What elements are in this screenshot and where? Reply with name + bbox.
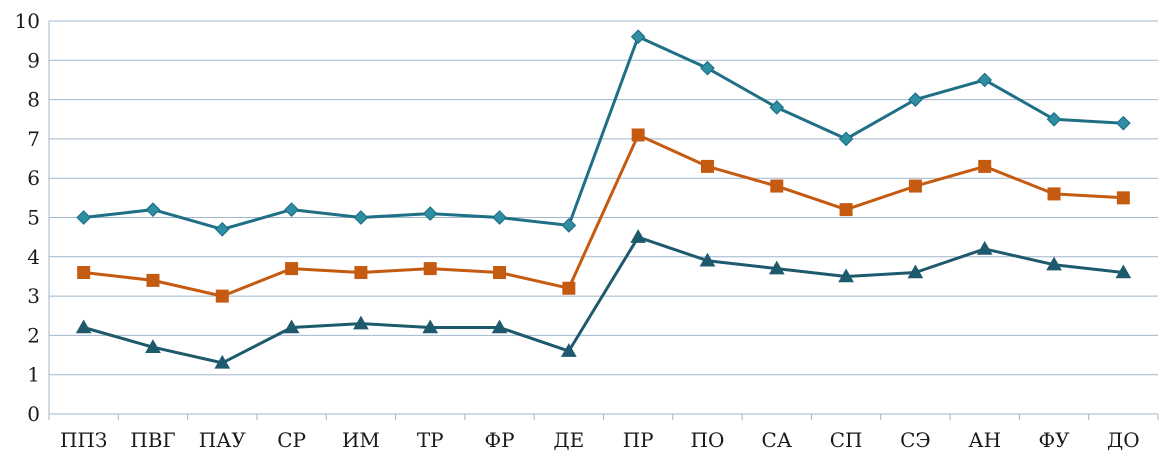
data-point-square [1116, 191, 1130, 205]
x-tick-label: ППЗ [60, 428, 107, 452]
series-triangle [75, 229, 1132, 369]
data-point-diamond [630, 29, 646, 45]
data-point-diamond [492, 210, 507, 225]
y-tick-label: 3 [27, 284, 40, 308]
data-point-triangle [283, 319, 300, 334]
x-tick-label: ПВГ [130, 428, 175, 452]
data-point-triangle [560, 343, 577, 357]
data-point-square [700, 159, 714, 173]
y-tick-label: 2 [27, 323, 40, 347]
data-point-triangle [491, 319, 508, 334]
data-point-triangle [976, 240, 993, 255]
data-point-diamond [1115, 115, 1131, 131]
axes [48, 21, 1159, 420]
data-point-triangle [145, 339, 161, 353]
y-tick-label: 9 [27, 48, 40, 72]
x-tick-label: ИМ [342, 428, 380, 452]
series-line [83, 235, 1124, 365]
x-tick-label: ФР [485, 428, 515, 452]
data-point-square [839, 203, 853, 217]
y-tick-label: 4 [27, 245, 40, 269]
x-tick-label: СП [830, 428, 863, 452]
series-diamond [76, 29, 1131, 237]
y-tick-label: 1 [27, 363, 40, 387]
data-point-triangle [214, 354, 231, 369]
x-tick-label: СЭ [900, 428, 931, 452]
data-point-diamond [700, 60, 715, 76]
data-point-square [562, 281, 576, 295]
series-square [77, 128, 1130, 303]
data-point-triangle [1046, 256, 1062, 271]
x-tick-label: ДЕ [553, 428, 584, 452]
y-tick-label: 6 [27, 166, 40, 190]
data-point-triangle [630, 229, 647, 243]
y-tick-label: 10 [15, 9, 40, 33]
data-point-square [908, 179, 922, 193]
data-point-square [77, 266, 91, 280]
data-point-triangle [768, 260, 785, 275]
y-tick-label: 0 [27, 402, 40, 426]
data-point-triangle [838, 268, 854, 283]
data-point-triangle [353, 315, 369, 330]
series-line [83, 35, 1124, 231]
data-point-diamond [353, 210, 369, 225]
data-point-diamond [1046, 111, 1062, 127]
series-line [83, 133, 1124, 298]
data-point-square [215, 289, 229, 303]
data-point-triangle [1115, 264, 1132, 279]
data-point-square [354, 266, 368, 280]
data-point-diamond [214, 221, 230, 237]
data-point-square [1047, 187, 1061, 201]
grid [49, 20, 1158, 376]
data-point-triangle [907, 264, 924, 279]
data-point-diamond [145, 202, 161, 217]
data-point-diamond [838, 131, 854, 147]
x-tick-label: АН [968, 428, 1001, 452]
y-tick-label: 8 [27, 88, 40, 112]
data-point-square [770, 179, 784, 193]
data-point-diamond [769, 100, 785, 115]
data-point-triangle [699, 252, 716, 267]
data-point-square [146, 273, 160, 287]
data-point-diamond [284, 202, 299, 217]
data-point-square [978, 159, 992, 173]
data-point-diamond [561, 218, 577, 233]
data-point-diamond [422, 206, 438, 221]
data-point-diamond [76, 210, 92, 225]
x-tick-label: ПР [623, 428, 654, 452]
tick-labels: 0 1 2 3 4 5 6 7 8 9 10 ППЗ ПВГ ПАУ СР ИМ ТР ФР ДЕ ПР ПО СА СП С… [15, 9, 1140, 452]
x-tick-label: ПАУ [199, 428, 247, 452]
data-point-square [493, 266, 507, 280]
data-point-diamond [908, 92, 923, 107]
x-tick-label: ФУ [1039, 428, 1071, 452]
x-tick-label: СР [277, 428, 306, 452]
x-tick-label: ДО [1107, 428, 1140, 452]
data-point-square [631, 128, 645, 142]
y-tick-label: 5 [27, 206, 40, 230]
x-tick-label: ПО [691, 428, 725, 452]
x-tick-label: СА [762, 428, 792, 452]
data-point-square [423, 262, 437, 276]
data-point-square [285, 262, 299, 276]
data-point-diamond [977, 72, 993, 88]
data-point-triangle [422, 319, 439, 334]
x-tick-label: ТР [417, 428, 444, 452]
data-point-triangle [75, 319, 92, 334]
series-group [75, 29, 1132, 369]
y-tick-label: 7 [27, 127, 40, 151]
